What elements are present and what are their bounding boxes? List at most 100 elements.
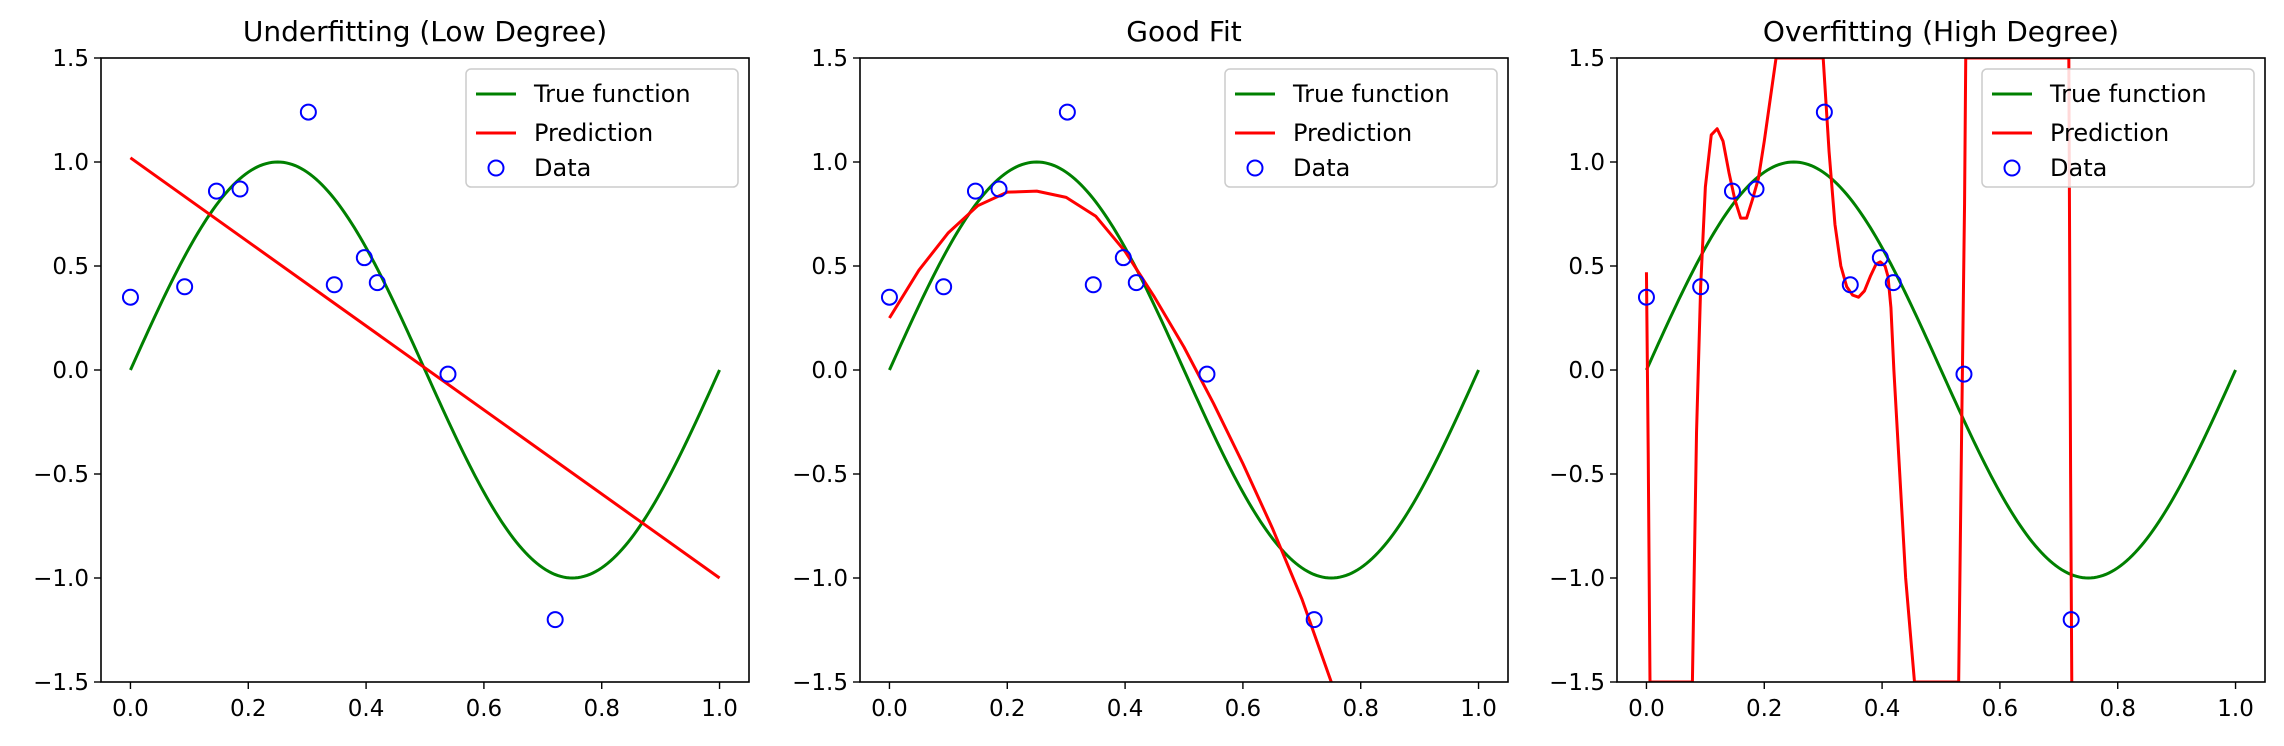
legend-label: Prediction [534, 119, 653, 147]
x-tick-label: 1.0 [701, 696, 738, 722]
y-tick-label: 0.5 [1568, 254, 1605, 280]
x-tick-label: 0.8 [1342, 696, 1379, 722]
subplot-title: Overfitting (High Degree) [1763, 15, 2119, 48]
legend: True function Prediction Data [465, 68, 739, 188]
x-tick-label: 0.6 [1225, 696, 1262, 722]
subplot-3: Overfitting (High Degree) 0.0 0.2 0.4 0.6 0.8… [1549, 15, 2266, 722]
y-tick-label: −1.0 [792, 566, 848, 592]
data-point [1841, 276, 1859, 294]
data-point [935, 278, 953, 296]
data-point [1198, 365, 1216, 383]
legend-label: Prediction [2050, 119, 2169, 147]
data-point [1637, 288, 1655, 306]
legend-label: True function [2049, 80, 2207, 108]
y-tick-label: −1.0 [1549, 566, 1605, 592]
legend: True function Prediction Data [1224, 68, 1498, 188]
legend-box [1224, 68, 1498, 188]
data-point [1815, 103, 1833, 121]
y-tick-label: −1.5 [792, 670, 848, 696]
x-tick-label: 0.6 [466, 696, 503, 722]
data-point [325, 276, 343, 294]
data-point [439, 365, 457, 383]
data-point [2062, 611, 2080, 629]
axes-frame [1616, 57, 2266, 683]
subplot-1: Underfitting (Low Degree) 0.0 0.2 0.4 0.6 0.8… [33, 15, 750, 722]
x-tick-label: 1.0 [2217, 696, 2254, 722]
y-tick-label: −0.5 [792, 462, 848, 488]
subplot-2: Good Fit 0.0 0.2 0.4 0.6 0.8 1.0 −1.5 −1.0 −0.5 0.… [792, 15, 1509, 722]
data-point [1114, 249, 1132, 267]
subplot-title: Underfitting (Low Degree) [243, 15, 607, 48]
subplot-title: Good Fit [1126, 15, 1241, 48]
y-tick-label: −0.5 [33, 462, 89, 488]
y-tick-label: 0.5 [52, 254, 89, 280]
true-function-line [129, 160, 721, 580]
x-tick-label: 0.2 [989, 696, 1026, 722]
data-point [368, 274, 386, 292]
data-point [1747, 180, 1765, 198]
legend-label: True function [1292, 80, 1450, 108]
axes-frame [859, 57, 1509, 683]
legend: True function Prediction Data [1981, 68, 2255, 188]
prediction-line [129, 156, 721, 580]
x-tick-label: 1.0 [1460, 696, 1497, 722]
data-point [231, 180, 249, 198]
x-tick-label: 0.0 [871, 696, 908, 722]
data-point [121, 288, 139, 306]
legend-box [465, 68, 739, 188]
true-function-line [1645, 160, 2237, 580]
data-point [207, 182, 225, 200]
legend-label: Prediction [1293, 119, 1412, 147]
legend-label: True function [533, 80, 691, 108]
y-tick-label: 1.5 [1568, 46, 1605, 72]
true-function-line [888, 160, 1480, 580]
data-point [1127, 274, 1145, 292]
x-tick-label: 0.4 [1864, 696, 1901, 722]
y-tick-label: −1.5 [33, 670, 89, 696]
y-tick-label: 1.0 [811, 150, 848, 176]
y-tick-label: 1.5 [811, 46, 848, 72]
x-tick-label: 0.0 [112, 696, 149, 722]
legend-swatch-data [1246, 159, 1264, 177]
axes-frame [100, 57, 750, 683]
prediction-line [888, 189, 1333, 682]
legend-swatch-data [2003, 159, 2021, 177]
data-point [546, 611, 564, 629]
legend-label: Data [1293, 154, 1350, 182]
data-point [990, 180, 1008, 198]
y-tick-label: −0.5 [1549, 462, 1605, 488]
legend-swatch-data [487, 159, 505, 177]
x-tick-label: 0.6 [1982, 696, 2019, 722]
y-tick-label: −1.5 [1549, 670, 1605, 696]
x-tick-label: 0.8 [583, 696, 620, 722]
legend-box [1981, 68, 2255, 188]
data-point [176, 278, 194, 296]
data-point [966, 182, 984, 200]
y-tick-label: 1.0 [1568, 150, 1605, 176]
data-point [1884, 274, 1902, 292]
legend-label: Data [2050, 154, 2107, 182]
y-tick-label: 0.0 [52, 358, 89, 384]
legend-label: Data [534, 154, 591, 182]
y-tick-label: −1.0 [33, 566, 89, 592]
data-point [1692, 278, 1710, 296]
y-tick-label: 1.5 [52, 46, 89, 72]
data-point [1305, 611, 1323, 629]
data-point [1058, 103, 1076, 121]
x-tick-label: 0.8 [2099, 696, 2136, 722]
x-tick-label: 0.2 [1746, 696, 1783, 722]
y-tick-label: 1.0 [52, 150, 89, 176]
x-tick-label: 0.2 [230, 696, 267, 722]
y-tick-label: 0.0 [1568, 358, 1605, 384]
x-tick-label: 0.4 [1107, 696, 1144, 722]
data-point [1955, 365, 1973, 383]
data-point [880, 288, 898, 306]
x-tick-label: 0.0 [1628, 696, 1665, 722]
data-point [299, 103, 317, 121]
x-tick-label: 0.4 [348, 696, 385, 722]
data-point [1084, 276, 1102, 294]
y-tick-label: 0.0 [811, 358, 848, 384]
data-point [355, 249, 373, 267]
data-point [1871, 249, 1889, 267]
